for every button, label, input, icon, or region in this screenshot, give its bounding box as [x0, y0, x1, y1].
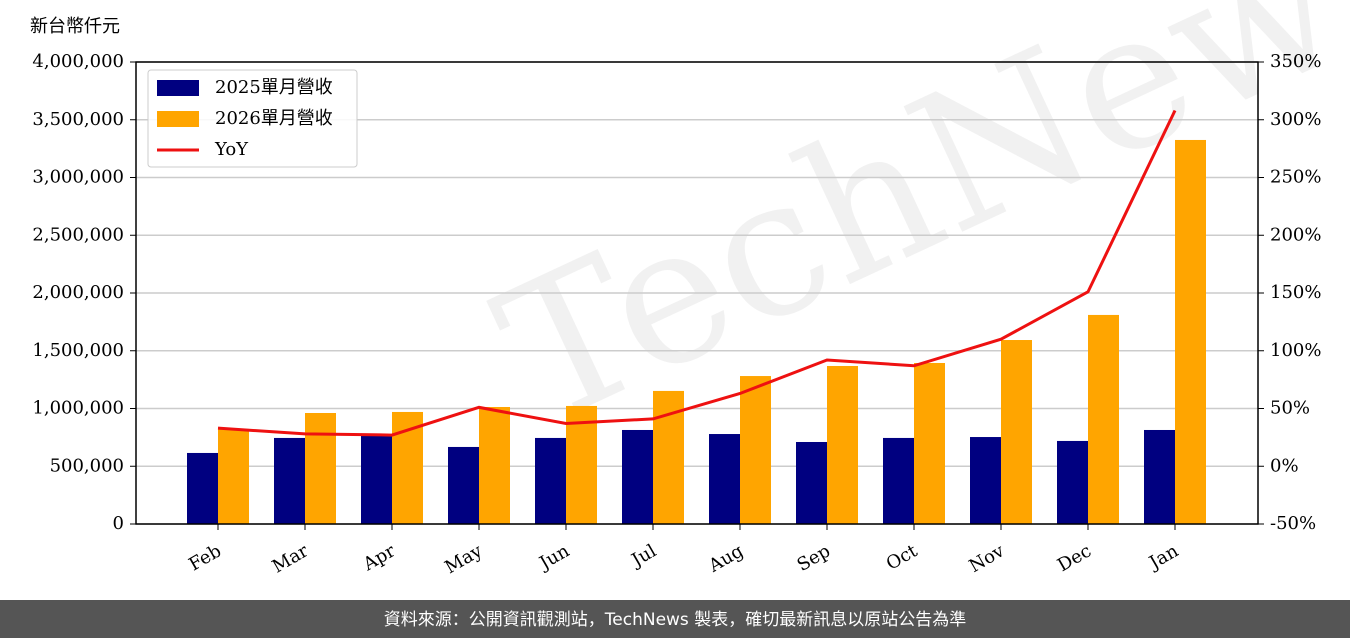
bar	[274, 437, 305, 524]
x-tick-label: Jun	[534, 540, 573, 575]
y2-tick-label: 250%	[1270, 167, 1321, 188]
yoy-line	[217, 109, 1177, 437]
y2-tick-label: 350%	[1270, 51, 1321, 72]
y-tick-label: 2,000,000	[32, 282, 124, 303]
legend-label: 2025單月營收	[215, 77, 333, 98]
bar	[1175, 139, 1206, 524]
bar	[218, 428, 249, 524]
bar	[535, 437, 566, 524]
bar	[740, 376, 771, 524]
x-tick-label: Dec	[1054, 540, 1095, 576]
y-tick-label: 3,500,000	[32, 109, 124, 130]
bar	[566, 405, 597, 524]
legend-swatch	[157, 111, 199, 127]
bar	[709, 434, 740, 524]
x-tick-label: Sep	[794, 540, 834, 575]
x-tick-label: Aug	[704, 540, 747, 577]
legend: 2025單月營收 2026單月營收 YoY	[147, 69, 358, 168]
y-tick-label: 2,500,000	[32, 224, 124, 245]
x-tick-label: Nov	[966, 540, 1009, 577]
bar	[914, 362, 945, 524]
footer-band	[0, 600, 1350, 638]
bar	[305, 413, 336, 524]
y-tick-label: 0	[113, 513, 124, 534]
x-tick-label: Mar	[269, 540, 313, 577]
y-tick-label: 3,000,000	[32, 167, 124, 188]
y-tick-label: 500,000	[50, 455, 124, 476]
x-tick-label: Apr	[359, 540, 399, 575]
y2-tick-label: 150%	[1270, 282, 1321, 303]
y2-tick-label: -50%	[1270, 513, 1316, 534]
bar	[187, 452, 218, 524]
x-tick-label: Jan	[1144, 540, 1182, 574]
legend-label: YoY	[214, 139, 249, 160]
y2-tick-label: 100%	[1270, 340, 1321, 361]
x-tick-label: Jul	[626, 540, 660, 572]
y-tick-label: 4,000,000	[32, 51, 124, 72]
bar	[827, 365, 858, 524]
legend-swatch	[157, 80, 199, 96]
bar	[1144, 429, 1175, 524]
bar	[1001, 340, 1032, 524]
y-tick-label: 1,000,000	[32, 398, 124, 419]
watermark: TechNews	[469, 0, 1350, 468]
legend-label: 2026單月營收	[215, 108, 333, 129]
bar	[622, 429, 653, 524]
bar	[796, 441, 827, 524]
legend-box	[147, 69, 358, 168]
y-tick-label: 1,500,000	[32, 340, 124, 361]
bar	[1057, 440, 1088, 524]
y-axis-label: 新台幣仟元	[30, 16, 120, 37]
bar	[479, 406, 510, 524]
source-note: 資料來源：公開資訊觀測站，TechNews 製表，確切最新訊息以原站公告為準	[384, 610, 966, 630]
x-tick-label: May	[441, 540, 486, 578]
bar	[361, 435, 392, 524]
x-tick-label: Feb	[185, 540, 225, 575]
plot-frame	[135, 61, 1259, 525]
y2-tick-label: 200%	[1270, 224, 1321, 245]
bar	[970, 437, 1001, 524]
bar	[448, 446, 479, 524]
y2-tick-label: 50%	[1270, 398, 1310, 419]
x-tick-label: Oct	[883, 540, 922, 575]
bar	[1088, 314, 1119, 524]
y2-tick-label: 0%	[1270, 455, 1299, 476]
bar	[883, 437, 914, 524]
y2-tick-label: 300%	[1270, 109, 1321, 130]
